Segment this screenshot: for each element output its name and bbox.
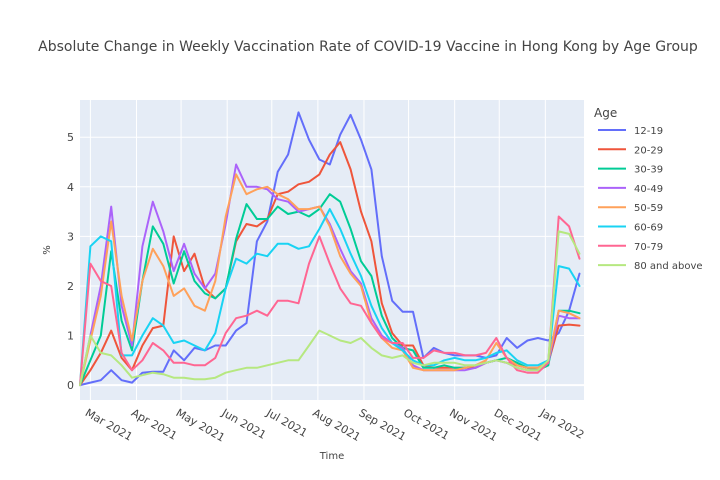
x-tick-label: Aug 2021 xyxy=(310,406,362,444)
x-tick-label: Mar 2021 xyxy=(83,406,135,443)
legend-label-80-and-above: 80 and above xyxy=(634,261,703,272)
y-tick-label: 0 xyxy=(67,379,74,392)
legend-label-50-59: 50-59 xyxy=(634,203,663,214)
x-tick-label: Jan 2022 xyxy=(537,406,586,442)
legend-label-40-49: 40-49 xyxy=(634,184,663,195)
legend-label-60-69: 60-69 xyxy=(634,223,663,234)
y-tick-label: 2 xyxy=(67,280,74,293)
y-axis-title: % xyxy=(42,245,53,255)
plot-background xyxy=(80,100,584,400)
series-lines xyxy=(79,111,581,387)
x-tick-label: Oct 2021 xyxy=(401,406,451,443)
legend-label-30-39: 30-39 xyxy=(634,165,663,176)
series-line-70-79 xyxy=(79,215,581,387)
chart-title: Absolute Change in Weekly Vaccination Ra… xyxy=(38,39,698,55)
y-tick-label: 5 xyxy=(67,131,74,144)
series-line-12-19 xyxy=(79,111,581,387)
legend-label-20-29: 20-29 xyxy=(634,145,663,156)
x-axis-title: Time xyxy=(319,451,344,462)
legend: Age 12-19 20-29 30-39 40-49 50-59 60-69 70-79 8… xyxy=(594,106,703,272)
y-tick-label: 1 xyxy=(67,330,74,343)
legend-label-70-79: 70-79 xyxy=(634,242,663,253)
x-tick-label: Jun 2021 xyxy=(219,406,269,442)
series-line-50-59 xyxy=(79,173,581,387)
y-tick-label: 4 xyxy=(67,181,74,194)
x-tick-label: Apr 2021 xyxy=(129,406,179,443)
y-axis-ticks: 0 1 2 3 4 5 xyxy=(67,131,74,392)
series-line-80-and-above xyxy=(79,230,581,387)
x-tick-label: Nov 2021 xyxy=(447,406,499,444)
x-tick-label: May 2021 xyxy=(174,406,227,444)
x-tick-label: Dec 2021 xyxy=(492,406,544,444)
x-tick-label: Sep 2021 xyxy=(356,406,408,443)
y-tick-label: 3 xyxy=(67,230,74,243)
x-tick-label: Jul 2021 xyxy=(263,406,309,440)
legend-label-12-19: 12-19 xyxy=(634,126,663,137)
legend-title: Age xyxy=(594,106,617,120)
series-line-60-69 xyxy=(79,208,581,387)
